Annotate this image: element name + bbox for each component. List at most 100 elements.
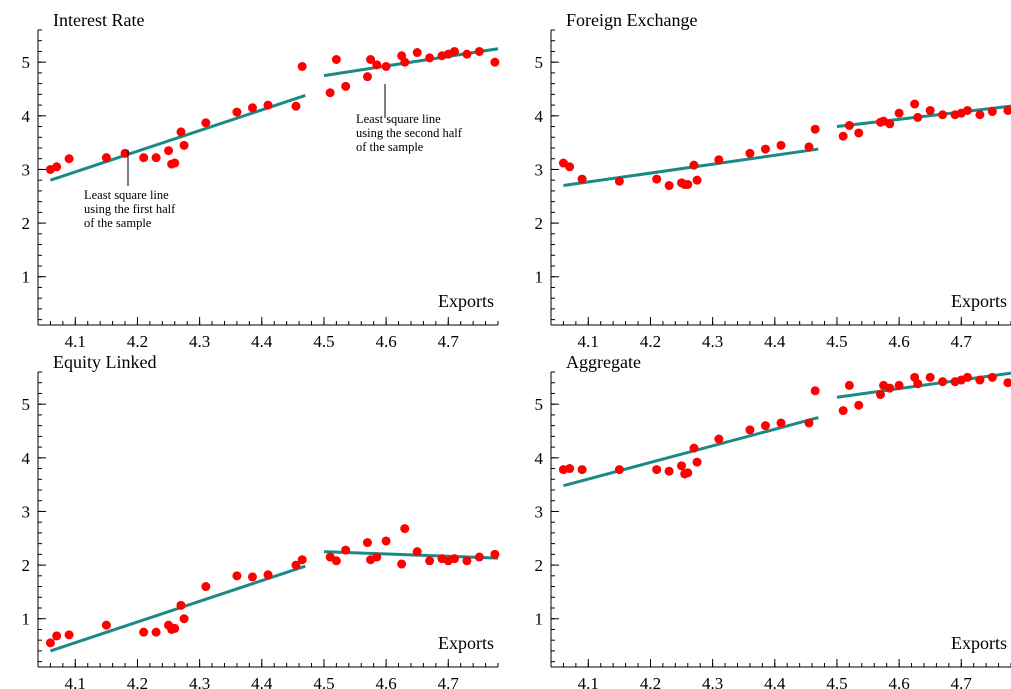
data-point bbox=[362, 538, 372, 548]
data-point bbox=[689, 443, 699, 453]
x-tick-label: 4.7 bbox=[951, 674, 973, 689]
data-point bbox=[577, 174, 587, 184]
data-point bbox=[291, 101, 301, 111]
annotation-text: using the second half bbox=[356, 126, 463, 140]
data-point bbox=[962, 105, 972, 115]
data-point bbox=[176, 127, 186, 137]
data-point bbox=[372, 60, 382, 70]
data-point bbox=[652, 465, 662, 475]
data-point bbox=[714, 434, 724, 444]
panel-title: Interest Rate bbox=[53, 10, 144, 30]
data-point bbox=[683, 179, 693, 189]
data-point bbox=[297, 555, 307, 565]
annotation-text: using the first half bbox=[84, 202, 176, 216]
x-tick-label: 4.7 bbox=[438, 674, 460, 689]
x-tick-label: 4.4 bbox=[764, 674, 786, 689]
x-tick-label: 4.4 bbox=[251, 674, 273, 689]
data-point bbox=[449, 46, 459, 56]
data-point bbox=[664, 466, 674, 476]
panel-equity-linked: 4.1 4.2 4.3 4.4 4.5 4.6 4.7 1 2 3 4 5 Equity Linked E… bbox=[22, 352, 500, 689]
data-point bbox=[170, 623, 180, 633]
annotation-text: of the sample bbox=[356, 140, 424, 154]
data-point bbox=[760, 421, 770, 431]
data-point bbox=[120, 148, 130, 158]
data-point bbox=[331, 556, 341, 566]
x-tick-label: 4.1 bbox=[65, 332, 86, 351]
data-point bbox=[425, 556, 435, 566]
data-point bbox=[692, 175, 702, 185]
y-tick-label: 2 bbox=[535, 556, 544, 575]
data-point bbox=[341, 81, 351, 91]
x-axis-label: Exports bbox=[951, 633, 1007, 653]
data-point bbox=[938, 110, 948, 120]
data-point bbox=[179, 614, 189, 624]
x-tick-label: 4.5 bbox=[313, 332, 334, 351]
x-tick-label: 4.3 bbox=[702, 332, 723, 351]
data-point bbox=[975, 110, 985, 120]
data-point bbox=[614, 465, 624, 475]
x-tick-label: 4.7 bbox=[438, 332, 460, 351]
data-point bbox=[139, 627, 149, 637]
annotation-text: of the sample bbox=[84, 216, 152, 230]
x-tick-label: 4.3 bbox=[702, 674, 723, 689]
x-tick-label: 4.2 bbox=[640, 332, 661, 351]
data-point bbox=[201, 582, 211, 592]
data-point bbox=[745, 425, 755, 435]
y-tick-label: 4 bbox=[535, 449, 544, 468]
y-tick-label: 5 bbox=[535, 53, 544, 72]
y-tick-label: 4 bbox=[22, 449, 31, 468]
data-point bbox=[412, 48, 422, 58]
data-point bbox=[164, 146, 174, 156]
data-point bbox=[938, 377, 948, 387]
data-point bbox=[885, 119, 895, 129]
data-point bbox=[565, 464, 575, 474]
data-point bbox=[677, 461, 687, 471]
data-point bbox=[232, 107, 242, 117]
data-point bbox=[692, 457, 702, 467]
y-tick-label: 3 bbox=[22, 502, 31, 521]
data-point bbox=[844, 120, 854, 130]
data-point bbox=[664, 181, 674, 191]
data-point bbox=[425, 53, 435, 63]
data-point bbox=[474, 552, 484, 562]
y-tick-label: 5 bbox=[22, 53, 31, 72]
data-point bbox=[139, 153, 149, 163]
panel-aggregate: 4.1 4.2 4.3 4.4 4.5 4.6 4.7 1 2 3 4 5 Aggregate Expor… bbox=[535, 352, 1011, 689]
panel-title: Foreign Exchange bbox=[566, 10, 697, 30]
x-axis-label: Exports bbox=[951, 291, 1007, 311]
data-point bbox=[962, 372, 972, 382]
x-tick-label: 4.7 bbox=[951, 332, 973, 351]
y-tick-label: 4 bbox=[535, 107, 544, 126]
annotation-text: Least square line bbox=[356, 112, 441, 126]
data-point bbox=[987, 372, 997, 382]
data-point bbox=[844, 380, 854, 390]
data-point bbox=[854, 128, 864, 138]
panel-title: Equity Linked bbox=[53, 352, 156, 372]
data-point bbox=[913, 379, 923, 389]
x-tick-label: 4.2 bbox=[127, 332, 148, 351]
data-point bbox=[45, 638, 55, 648]
data-point bbox=[52, 631, 62, 641]
x-tick-label: 4.1 bbox=[578, 332, 599, 351]
x-tick-label: 4.6 bbox=[375, 674, 396, 689]
data-point bbox=[52, 162, 62, 172]
data-point bbox=[201, 118, 211, 128]
data-point bbox=[179, 140, 189, 150]
data-point bbox=[776, 140, 786, 150]
x-tick-label: 4.6 bbox=[888, 674, 909, 689]
y-tick-label: 5 bbox=[22, 395, 31, 414]
panel-interest-rate: 4.1 4.2 4.3 4.4 4.5 4.6 4.7 1 2 3 4 5 Interest Rate E… bbox=[22, 10, 500, 351]
data-point bbox=[810, 124, 820, 134]
y-tick-label: 3 bbox=[535, 502, 544, 521]
data-point bbox=[462, 49, 472, 59]
x-tick-label: 4.4 bbox=[251, 332, 273, 351]
data-point bbox=[894, 108, 904, 118]
y-tick-label: 3 bbox=[535, 160, 544, 179]
x-tick-label: 4.5 bbox=[826, 674, 847, 689]
data-point bbox=[263, 570, 273, 580]
x-tick-label: 4.3 bbox=[189, 332, 210, 351]
least-square-line bbox=[563, 416, 819, 488]
data-point bbox=[490, 549, 500, 559]
least-square-line bbox=[323, 550, 499, 560]
data-point bbox=[412, 547, 422, 557]
